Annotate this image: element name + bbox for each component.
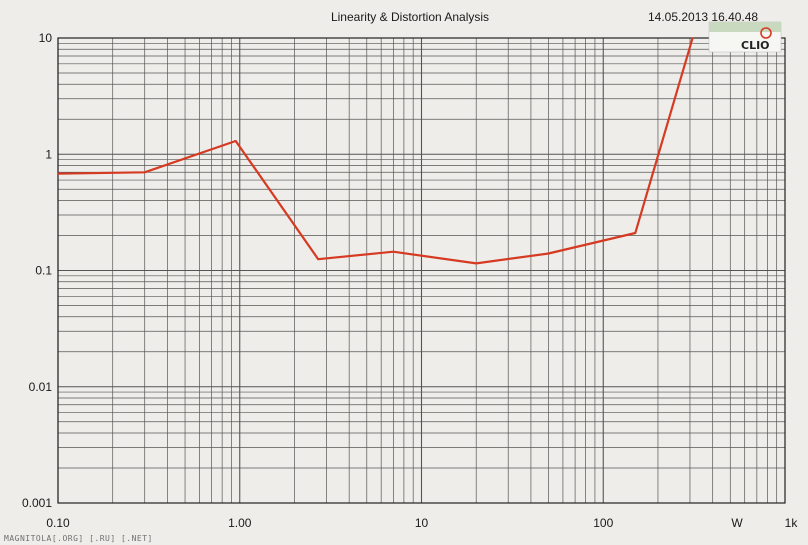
series-line — [57, 37, 694, 265]
data-point — [392, 250, 395, 253]
x-tick-label: 10 — [415, 516, 429, 530]
plot-frame — [57, 37, 786, 504]
x-tick-label: 1.00 — [228, 516, 252, 530]
data-point — [57, 172, 59, 175]
logo-text: CLIO — [741, 39, 770, 52]
watermark: MAGNITOLA[.ORG] [.RU] [.NET] — [4, 534, 153, 543]
chart-timestamp: 14.05.2013 16.40.48 — [648, 10, 758, 24]
x-tick-label: 1k — [785, 516, 799, 530]
data-point — [547, 252, 550, 255]
y-tick-label: 0.1 — [35, 264, 52, 278]
y-tick-label: 1 — [45, 147, 52, 161]
data-point — [475, 262, 478, 265]
grid — [57, 38, 785, 504]
y-tick-label: 0.001 — [22, 496, 52, 510]
x-unit-label: W — [731, 516, 743, 530]
data-point — [634, 232, 637, 234]
chart-title: Linearity & Distortion Analysis — [331, 10, 489, 24]
data-point — [317, 258, 320, 261]
y-tick-label: 0.01 — [29, 380, 53, 394]
data-point — [143, 171, 146, 174]
x-tick-label: 100 — [593, 516, 613, 530]
clio-logo: CLIO — [708, 21, 782, 53]
data-point — [234, 140, 237, 142]
series-layer — [57, 37, 694, 265]
y-tick-label: 10 — [39, 31, 53, 45]
y-axis-ticks: 10 1 0.1 0.01 0.001 — [22, 31, 52, 510]
logo-mark-icon — [760, 27, 772, 39]
x-tick-label: 0.10 — [46, 516, 70, 530]
x-axis-ticks: 0.10 1.00 10 100 1k — [46, 516, 798, 530]
data-point — [691, 37, 694, 39]
